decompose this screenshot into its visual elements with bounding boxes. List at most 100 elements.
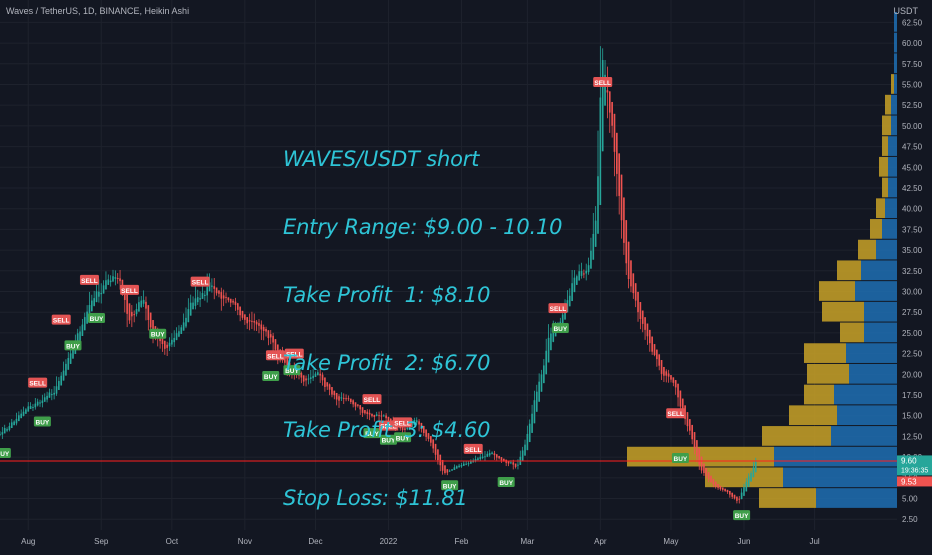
candle-body — [552, 330, 555, 342]
candle-body — [324, 377, 326, 388]
y-tick-label: 40.00 — [902, 205, 923, 214]
candle-body — [743, 487, 745, 496]
candle-body — [512, 462, 515, 465]
candle-body — [658, 354, 661, 366]
volume-bar-up — [846, 343, 897, 363]
signal-label: BUY — [0, 451, 10, 458]
candle-body — [194, 298, 197, 306]
candle-body — [653, 344, 656, 356]
volume-bar-up — [855, 281, 897, 301]
candle-body — [646, 323, 649, 337]
y-tick-label: 50.00 — [902, 122, 923, 131]
candle-body — [345, 398, 347, 400]
y-tick-label: 17.50 — [902, 391, 923, 400]
candle-body — [623, 197, 625, 243]
candle-body — [561, 314, 564, 325]
candle-body — [119, 278, 121, 282]
signal-label: BUY — [90, 316, 104, 323]
candle-body — [46, 395, 48, 400]
candle-body — [39, 402, 41, 404]
candle-body — [32, 406, 34, 408]
candle-body — [213, 286, 216, 289]
candle-body — [371, 413, 373, 417]
candle-body — [547, 337, 550, 363]
candle-body — [201, 293, 204, 299]
candle-body — [225, 296, 227, 298]
candle-body — [594, 220, 597, 247]
y-tick-label: 22.50 — [902, 350, 923, 359]
candle-body — [317, 372, 319, 376]
volume-bar-up — [834, 384, 897, 405]
candle-body — [86, 311, 88, 324]
candle-body — [474, 459, 477, 462]
candle-body — [199, 298, 201, 300]
volume-bar-down — [627, 446, 774, 467]
candle-body — [173, 337, 176, 343]
candle-body — [258, 323, 260, 326]
candle-body — [528, 423, 531, 443]
x-tick-label: Sep — [94, 537, 109, 546]
buy-signal — [149, 328, 167, 339]
candle-body — [373, 414, 376, 417]
price-label: 9.53 — [901, 477, 917, 486]
x-tick-label: Apr — [594, 537, 607, 546]
annotation-line: Take Profit 2: $6.70 — [283, 350, 491, 375]
volume-bar-up — [876, 239, 897, 260]
candle-body — [451, 469, 453, 471]
signal-label: SELL — [267, 353, 284, 360]
candle-body — [736, 496, 738, 501]
candle-body — [307, 378, 310, 380]
candle-body — [131, 311, 133, 317]
candle-body — [65, 363, 67, 376]
candle-body — [72, 349, 74, 359]
candle-body — [672, 377, 675, 383]
candle-body — [328, 384, 331, 390]
candle-body — [3, 428, 6, 434]
candle-body — [719, 485, 722, 490]
candle-body — [387, 416, 390, 421]
candle-body — [244, 314, 246, 320]
candle-body — [439, 454, 442, 466]
candle-body — [611, 101, 613, 126]
candle-body — [88, 305, 91, 318]
signal-label: BUY — [66, 343, 80, 350]
candle-body — [314, 373, 317, 377]
volume-bar-up — [816, 488, 897, 508]
buy-signal — [379, 434, 397, 445]
candle-body — [187, 309, 190, 323]
candle-body — [206, 287, 209, 296]
candle-body — [15, 418, 18, 424]
candle-body — [229, 298, 232, 303]
candle-body — [133, 314, 136, 316]
candle-body — [352, 400, 354, 405]
candle-body — [500, 457, 503, 461]
candle-body — [69, 353, 72, 364]
candle-body — [637, 291, 639, 313]
candle-body — [729, 490, 731, 495]
candle-body — [420, 422, 423, 429]
candle-body — [467, 463, 470, 465]
candle-body — [597, 176, 599, 234]
candle-body — [437, 449, 439, 461]
candle-body — [592, 233, 595, 260]
candle-body — [430, 436, 432, 443]
volume-bar-down — [882, 115, 891, 136]
candle-body — [152, 320, 154, 333]
volume-bar-up — [861, 260, 897, 281]
candle-body — [319, 373, 322, 376]
candle-body — [484, 456, 486, 458]
y-tick-label: 62.50 — [902, 18, 923, 27]
y-tick-label: 12.50 — [902, 432, 923, 441]
candle-body — [580, 271, 583, 276]
candle-body — [486, 453, 489, 457]
candle-body — [34, 403, 37, 408]
candle-body — [535, 391, 538, 412]
candle-body — [625, 220, 628, 264]
candle-body — [670, 375, 672, 380]
candle-body — [48, 392, 51, 398]
candle-body — [338, 396, 340, 401]
signal-label: SELL — [380, 424, 397, 431]
candle-body — [385, 415, 387, 419]
